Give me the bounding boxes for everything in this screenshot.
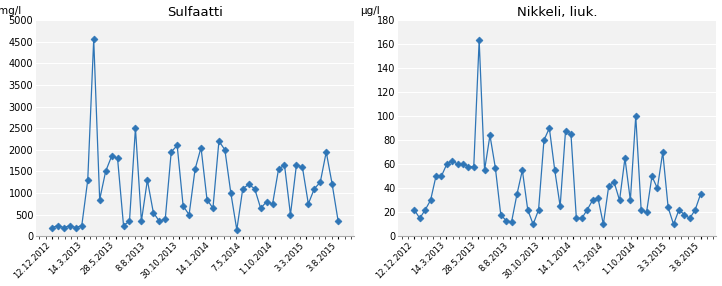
Text: μg/l: μg/l (360, 6, 380, 16)
Text: mg/l: mg/l (0, 6, 21, 16)
Title: Nikkeli, liuk.: Nikkeli, liuk. (517, 6, 598, 19)
Title: Sulfaatti: Sulfaatti (167, 6, 223, 19)
